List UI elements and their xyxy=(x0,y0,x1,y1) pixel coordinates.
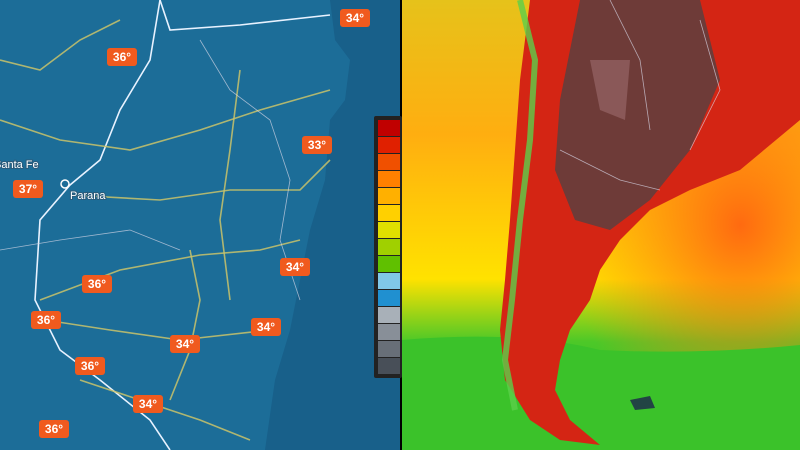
scale-swatch xyxy=(378,358,400,374)
temperature-badge xyxy=(302,136,332,154)
temperature-label: 37° xyxy=(19,182,37,196)
temperature-badge xyxy=(340,9,370,27)
city-label: Parana xyxy=(70,190,106,202)
temperature-label: 34° xyxy=(139,397,157,411)
scale-swatch xyxy=(378,171,400,187)
color-scale xyxy=(374,116,402,378)
temperature-labels: 34° 36° 33° 37° 34° 36° 36° 34° 34° 36° 34° 36° xyxy=(13,9,370,438)
scale-swatch xyxy=(378,205,400,221)
scale-swatch xyxy=(378,137,400,153)
temperature-label: 34° xyxy=(176,337,194,351)
temperature-badge xyxy=(31,311,61,329)
temperature-label: 36° xyxy=(81,359,99,373)
temperature-label: 33° xyxy=(308,138,326,152)
scale-swatch xyxy=(378,239,400,255)
temperature-label: 34° xyxy=(286,260,304,274)
temperature-label: 36° xyxy=(45,422,63,436)
temperature-badge xyxy=(75,357,105,375)
temperature-badge xyxy=(13,180,43,198)
temperature-badge xyxy=(82,275,112,293)
scale-swatch xyxy=(378,256,400,272)
temperature-label: 36° xyxy=(113,50,131,64)
temperature-badge xyxy=(280,258,310,276)
right-map xyxy=(402,0,800,450)
scale-swatch xyxy=(378,307,400,323)
temperature-label: 36° xyxy=(88,277,106,291)
temperature-label: 34° xyxy=(257,320,275,334)
city-label: Santa Fe xyxy=(0,159,39,171)
temperature-label: 36° xyxy=(37,313,55,327)
scale-swatch xyxy=(378,154,400,170)
scale-swatch xyxy=(378,341,400,357)
temperature-label: 34° xyxy=(346,11,364,25)
temperature-badge xyxy=(39,420,69,438)
temperature-badge xyxy=(170,335,200,353)
temperature-badge xyxy=(251,318,281,336)
scale-swatch xyxy=(378,188,400,204)
scale-swatch xyxy=(378,120,400,136)
temperature-badge xyxy=(107,48,137,66)
scale-swatch xyxy=(378,222,400,238)
scale-swatch xyxy=(378,324,400,340)
temperature-badge xyxy=(133,395,163,413)
scale-swatch xyxy=(378,290,400,306)
left-map: 34° 36° 33° 37° 34° 36° 36° 34° 34° 36° 34° 36° San… xyxy=(0,0,400,450)
scale-swatch xyxy=(378,273,400,289)
